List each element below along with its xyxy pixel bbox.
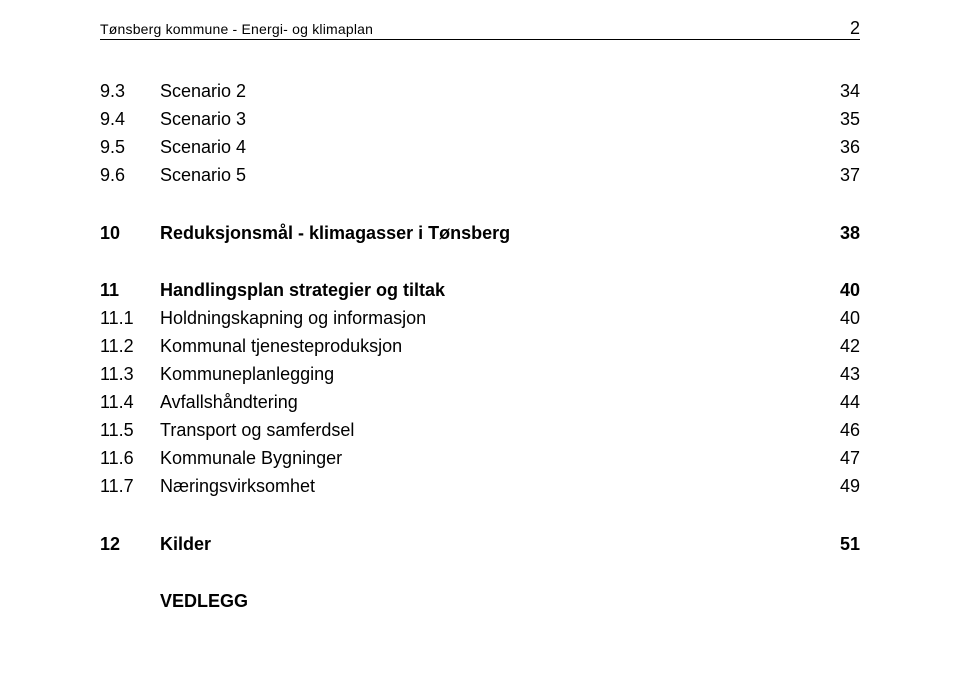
toc-row: 11.7 Næringsvirksomhet 49 (100, 473, 860, 501)
toc-entry-number: 11.2 (100, 333, 160, 361)
toc-entry-page: 38 (820, 220, 860, 248)
page-header: Tønsberg kommune - Energi- og klimaplan … (100, 18, 860, 40)
toc-section-row: 11 Handlingsplan strategier og tiltak 40 (100, 277, 860, 305)
toc-row: 9.5 Scenario 4 36 (100, 134, 860, 162)
toc-entry-number: 12 (100, 531, 160, 559)
toc-entry-number: 11.1 (100, 305, 160, 333)
toc-row: 9.6 Scenario 5 37 (100, 162, 860, 190)
spacer (100, 558, 860, 588)
toc-entry-label: Kommunal tjenesteproduksjon (160, 333, 820, 361)
toc-entry-number: 11.5 (100, 417, 160, 445)
toc-row: 11.3 Kommuneplanlegging 43 (100, 361, 860, 389)
toc-entry-page: 36 (820, 134, 860, 162)
toc-section-row: VEDLEGG (100, 588, 860, 616)
toc-row: 11.4 Avfallshåndtering 44 (100, 389, 860, 417)
toc-entry-number: 10 (100, 220, 160, 248)
toc-entry-number: 9.4 (100, 106, 160, 134)
spacer (100, 190, 860, 220)
toc-entry-number: 9.6 (100, 162, 160, 190)
toc-entry-number: 9.3 (100, 78, 160, 106)
toc-row: 9.4 Scenario 3 35 (100, 106, 860, 134)
toc-entry-page: 44 (820, 389, 860, 417)
toc-section-row: 12 Kilder 51 (100, 531, 860, 559)
toc-entry-number: 11.4 (100, 389, 160, 417)
toc-entry-label: Kommuneplanlegging (160, 361, 820, 389)
toc-entry-label: Kommunale Bygninger (160, 445, 820, 473)
spacer (100, 247, 860, 277)
toc-section-row: 10 Reduksjonsmål - klimagasser i Tønsber… (100, 220, 860, 248)
toc-entry-page: 42 (820, 333, 860, 361)
toc-entry-page: 47 (820, 445, 860, 473)
toc-entry-label: Næringsvirksomhet (160, 473, 820, 501)
toc-entry-label: VEDLEGG (160, 588, 820, 616)
toc-row: 9.3 Scenario 2 34 (100, 78, 860, 106)
table-of-contents: 9.3 Scenario 2 34 9.4 Scenario 3 35 9.5 … (100, 78, 860, 616)
toc-entry-number: 11.6 (100, 445, 160, 473)
toc-entry-number: 9.5 (100, 134, 160, 162)
document-page: Tønsberg kommune - Energi- og klimaplan … (0, 0, 960, 685)
toc-entry-page: 34 (820, 78, 860, 106)
toc-entry-label: Scenario 4 (160, 134, 820, 162)
toc-entry-label: Reduksjonsmål - klimagasser i Tønsberg (160, 220, 820, 248)
toc-row: 11.5 Transport og samferdsel 46 (100, 417, 860, 445)
toc-entry-page: 43 (820, 361, 860, 389)
toc-entry-page: 49 (820, 473, 860, 501)
toc-entry-page: 37 (820, 162, 860, 190)
toc-entry-number: 11.7 (100, 473, 160, 501)
toc-row: 11.2 Kommunal tjenesteproduksjon 42 (100, 333, 860, 361)
spacer (100, 501, 860, 531)
toc-entry-page: 46 (820, 417, 860, 445)
page-number: 2 (850, 18, 860, 39)
doc-title: Tønsberg kommune - Energi- og klimaplan (100, 21, 373, 37)
toc-entry-label: Scenario 5 (160, 162, 820, 190)
toc-entry-page: 40 (820, 277, 860, 305)
toc-entry-label: Avfallshåndtering (160, 389, 820, 417)
toc-entry-number: 11 (100, 277, 160, 305)
toc-entry-label: Kilder (160, 531, 820, 559)
toc-entry-label: Scenario 2 (160, 78, 820, 106)
toc-entry-label: Holdningskapning og informasjon (160, 305, 820, 333)
toc-entry-label: Scenario 3 (160, 106, 820, 134)
toc-row: 11.6 Kommunale Bygninger 47 (100, 445, 860, 473)
toc-entry-label: Transport og samferdsel (160, 417, 820, 445)
toc-entry-page: 40 (820, 305, 860, 333)
toc-entry-page: 35 (820, 106, 860, 134)
toc-entry-page: 51 (820, 531, 860, 559)
toc-entry-number: 11.3 (100, 361, 160, 389)
toc-entry-label: Handlingsplan strategier og tiltak (160, 277, 820, 305)
toc-row: 11.1 Holdningskapning og informasjon 40 (100, 305, 860, 333)
